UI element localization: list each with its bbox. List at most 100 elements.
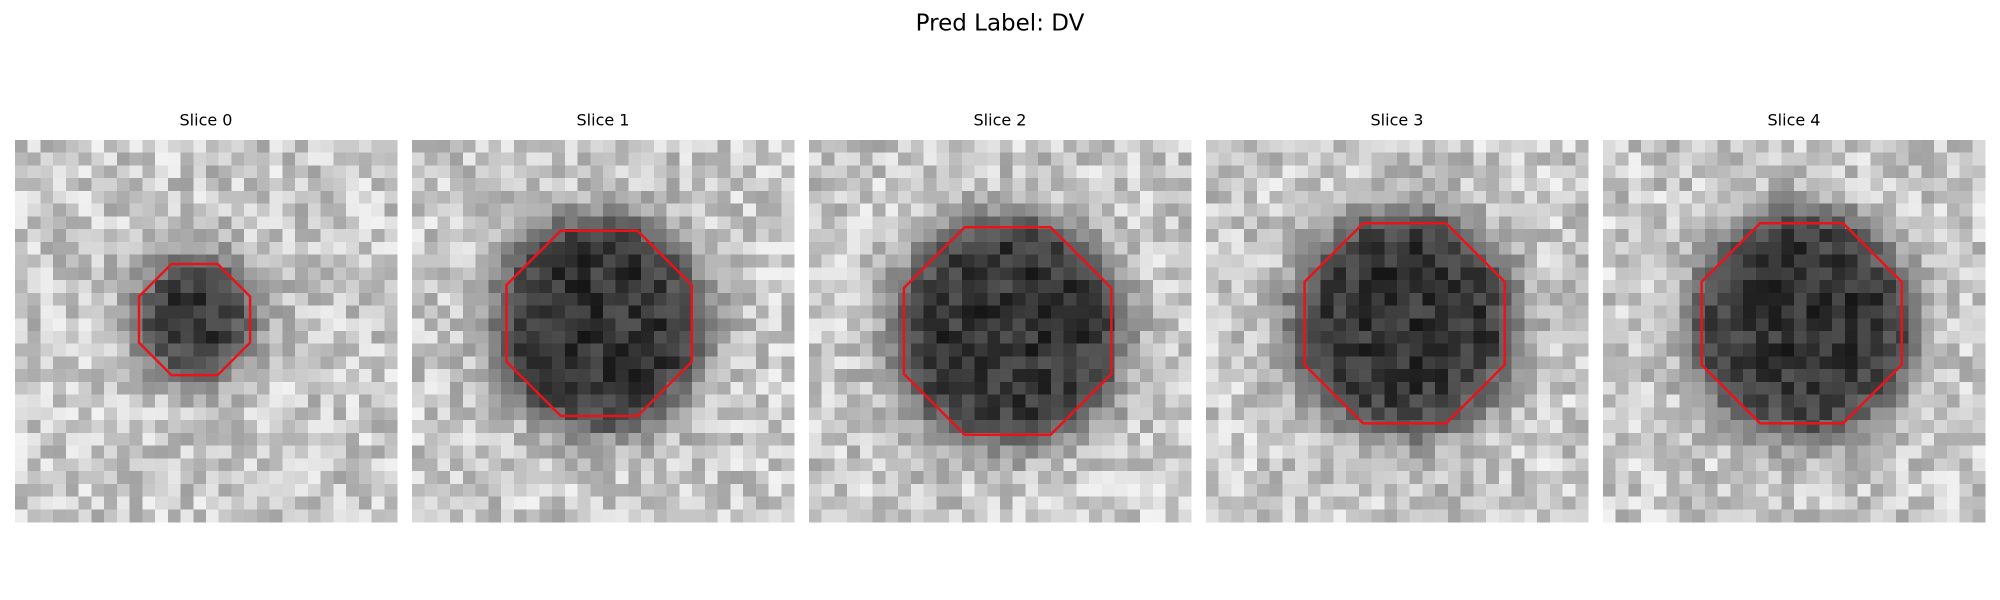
pixel <box>872 152 886 166</box>
pixel <box>116 241 130 255</box>
pixel <box>424 509 438 523</box>
pixel <box>730 483 744 497</box>
pixel <box>936 458 950 472</box>
pixel <box>320 420 334 434</box>
pixel <box>1857 420 1871 434</box>
pixel <box>1140 280 1154 294</box>
pixel <box>692 203 706 217</box>
pixel <box>1562 356 1576 370</box>
pixel <box>1152 432 1166 446</box>
pixel <box>1921 140 1935 154</box>
pixel <box>1218 509 1232 523</box>
pixel <box>1717 356 1731 370</box>
pixel <box>1140 356 1154 370</box>
pixel <box>809 471 823 485</box>
pixel <box>1511 343 1525 357</box>
pixel <box>307 445 321 459</box>
pixel <box>628 318 642 332</box>
pixel <box>412 241 426 255</box>
pixel <box>1524 471 1538 485</box>
pixel <box>552 229 566 243</box>
pixel <box>333 496 347 510</box>
pixel <box>1269 165 1283 179</box>
pixel <box>1269 267 1283 281</box>
pixel <box>1959 152 1973 166</box>
pixel <box>859 292 874 306</box>
pixel <box>974 165 988 179</box>
pixel <box>809 203 823 217</box>
pixel <box>859 509 874 523</box>
pixel <box>307 254 321 268</box>
pixel <box>1152 407 1166 421</box>
pixel <box>1946 483 1960 497</box>
pixel <box>65 356 80 370</box>
pixel <box>475 509 489 523</box>
pixel <box>1895 496 1909 510</box>
pixel <box>1218 165 1232 179</box>
pixel <box>193 356 207 370</box>
pixel <box>282 356 296 370</box>
pixel <box>1206 509 1220 523</box>
pixel <box>1114 483 1128 497</box>
pixel <box>1717 292 1731 306</box>
pixel <box>1704 420 1718 434</box>
pixel <box>834 216 848 230</box>
pixel <box>1114 241 1128 255</box>
pixel <box>615 420 629 434</box>
pixel <box>116 178 130 192</box>
pixel <box>847 471 861 485</box>
pixel <box>1447 445 1462 459</box>
pixel <box>180 420 194 434</box>
pixel <box>1320 458 1334 472</box>
pixel <box>961 292 975 306</box>
pixel <box>1768 152 1782 166</box>
pixel <box>1615 343 1629 357</box>
pixel <box>743 216 757 230</box>
pixel <box>40 254 54 268</box>
pixel <box>244 280 258 294</box>
pixel <box>91 369 105 383</box>
pixel <box>1781 229 1795 243</box>
pixel <box>269 254 283 268</box>
pixel <box>155 445 169 459</box>
pixel <box>475 140 489 154</box>
pixel <box>526 471 540 485</box>
pixel <box>1946 140 1960 154</box>
pixel <box>412 165 426 179</box>
pixel <box>1460 254 1474 268</box>
pixel <box>577 229 591 243</box>
pixel <box>1178 496 1192 510</box>
pixel <box>1127 394 1141 408</box>
pixel <box>961 318 975 332</box>
pixel <box>1295 483 1309 497</box>
pixel <box>1537 420 1551 434</box>
pixel <box>1473 331 1487 345</box>
pixel <box>1076 483 1090 497</box>
pixel <box>501 140 515 154</box>
pixel <box>653 190 668 205</box>
pixel <box>1486 432 1500 446</box>
pixel <box>1038 254 1052 268</box>
pixel <box>1806 203 1820 217</box>
pixel <box>872 165 886 179</box>
pixel <box>1603 140 1617 154</box>
pixel <box>974 445 988 459</box>
pixel <box>1524 509 1538 523</box>
pixel <box>974 331 988 345</box>
pixel <box>1972 229 1986 243</box>
pixel <box>1832 394 1846 408</box>
pixel <box>155 305 169 319</box>
pixel <box>1549 407 1563 421</box>
pixel <box>1908 165 1922 179</box>
pixel <box>1165 241 1179 255</box>
pixel <box>717 496 731 510</box>
pixel <box>847 381 861 396</box>
pixel <box>847 203 861 217</box>
pixel <box>488 241 502 255</box>
pixel <box>1603 331 1617 345</box>
pixel <box>1704 496 1718 510</box>
pixel <box>78 509 92 523</box>
pixel <box>384 420 398 434</box>
pixel <box>1946 216 1960 230</box>
pixel <box>346 241 360 255</box>
